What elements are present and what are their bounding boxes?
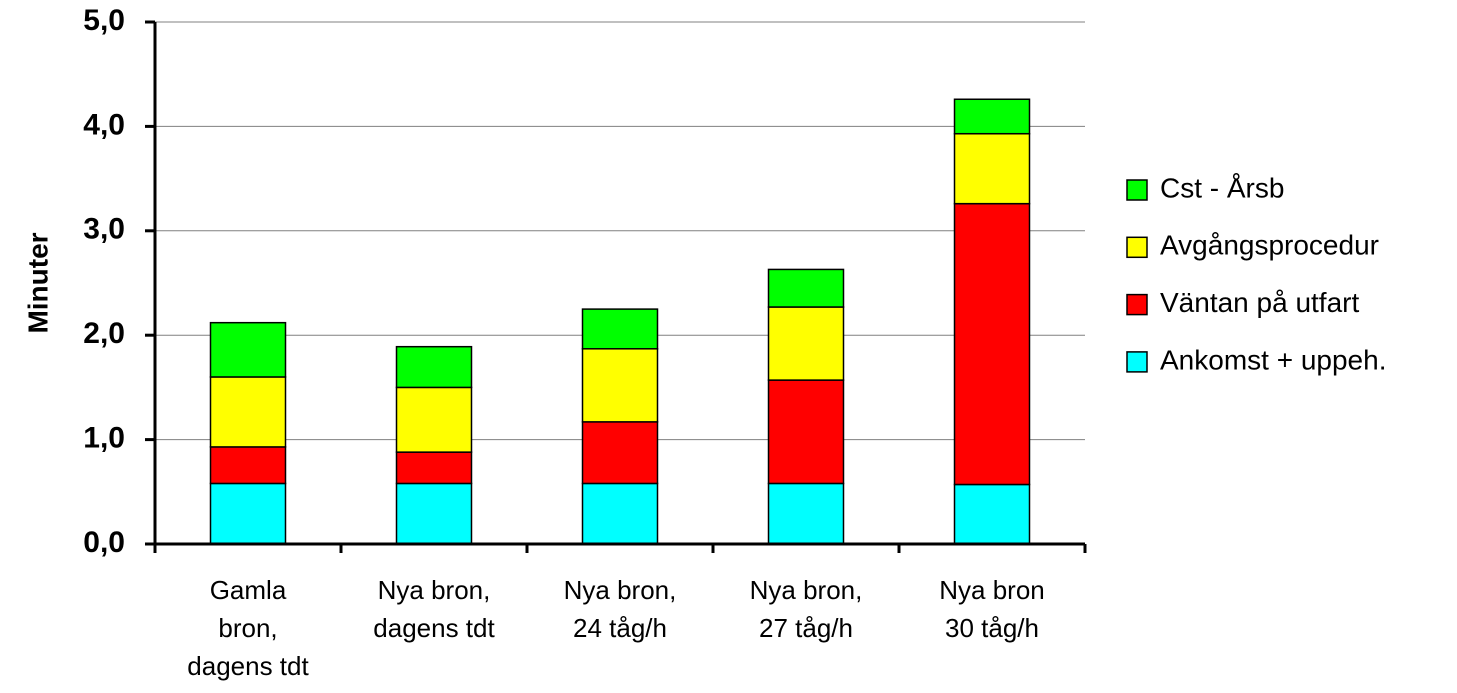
bar-segment [953,98,1031,135]
y-tick-label: 0,0 [83,526,125,559]
bar-segment [767,482,845,545]
legend-label: Väntan på utfart [1160,287,1359,318]
x-tick-label: Nya bron, 27 tåg/h [749,575,863,643]
bar-segment [209,482,287,545]
x-tick-label: Nya bron, 24 tåg/h [563,575,677,643]
bar-segment [767,268,845,308]
legend-swatch [1126,236,1148,259]
bar-segment [209,321,287,378]
bar-segment [581,421,659,485]
legend-label: Avgångsprocedur [1160,230,1379,261]
bar-segment [395,345,473,389]
bar-segment [395,482,473,545]
bar-segment [209,376,287,448]
bar-segment [395,386,473,453]
bar-segment [953,202,1031,486]
y-tick-label: 1,0 [83,422,125,455]
bar-segment [767,379,845,485]
bar-segment [767,306,845,381]
bar-segment [209,446,287,485]
x-tick-label: Nya bron 30 tåg/h [939,575,1045,643]
y-tick-label: 3,0 [83,213,125,246]
legend-swatch [1126,351,1148,373]
legend-swatch [1126,293,1148,316]
x-tick-label: Gamla bron, dagens tdt [187,575,309,681]
y-tick-label: 2,0 [83,317,125,350]
y-axis-label: Minuter [22,232,53,333]
y-tick-label: 5,0 [83,4,125,37]
bar-segment [953,132,1031,205]
bar-segment [581,308,659,350]
legend-label: Ankomst + uppeh. [1160,344,1386,375]
bar-segment [953,483,1031,545]
bar-segment [395,451,473,485]
bar-segment [581,482,659,545]
legend-label: Cst - Årsb [1160,172,1284,203]
x-tick-label: Nya bron, dagens tdt [373,575,495,643]
legend-swatch [1126,179,1148,201]
bar-segment [581,348,659,423]
y-tick-label: 4,0 [83,108,125,141]
